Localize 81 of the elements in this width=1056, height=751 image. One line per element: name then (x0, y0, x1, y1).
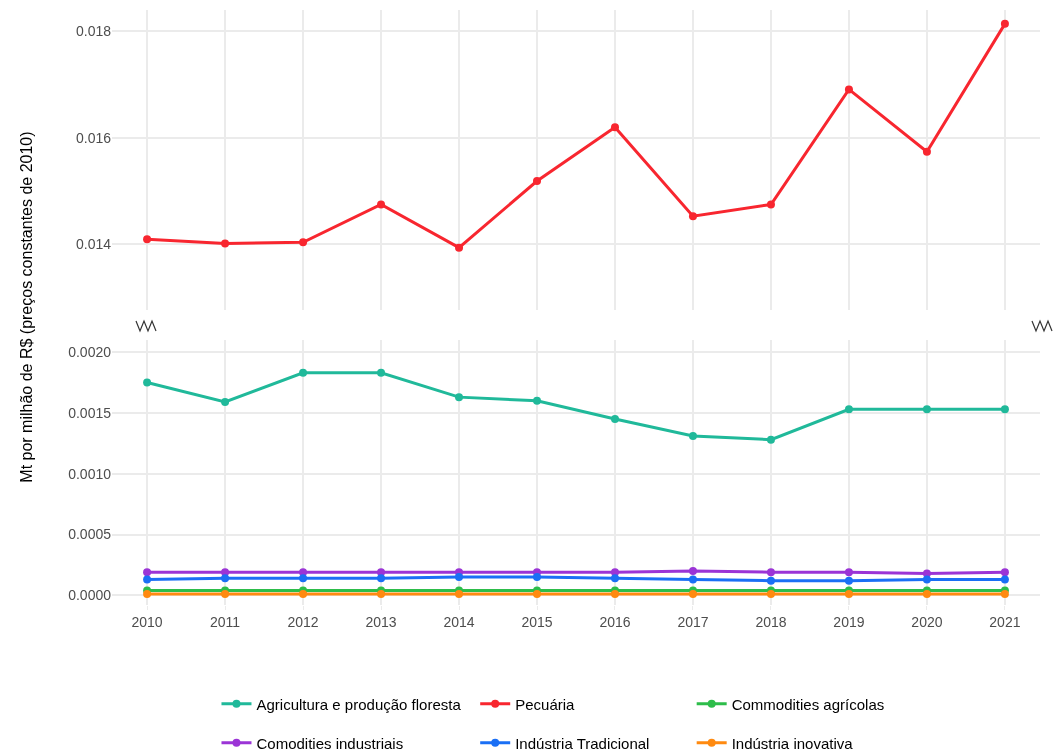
point (844, 405, 853, 414)
point (922, 569, 931, 578)
point (377, 368, 386, 377)
y-tick-label: 0.0005 (68, 526, 112, 543)
point (221, 239, 230, 248)
legend-label: Pecuária (515, 695, 576, 713)
x-tick-label: 2010 (131, 613, 163, 630)
x-tick-label: 2016 (599, 613, 631, 630)
x-tick-label: 2017 (677, 613, 709, 630)
point (1000, 568, 1009, 577)
point (766, 200, 775, 209)
point (844, 568, 853, 577)
y-tick-label: 0.0020 (68, 344, 112, 361)
x-tick-label: 2013 (365, 613, 397, 630)
point (766, 568, 775, 577)
x-tick-label: 2019 (833, 613, 865, 630)
point (844, 590, 853, 599)
point (766, 576, 775, 585)
point (1000, 575, 1009, 584)
x-tick-label: 2015 (521, 613, 553, 630)
y-tick-label: 0.0015 (68, 404, 112, 421)
point (143, 378, 152, 387)
x-tick-label: 2012 (287, 613, 319, 630)
point (688, 212, 697, 221)
point (143, 575, 152, 584)
x-tick-label: 2011 (210, 613, 241, 630)
y-tick-label: 0.0000 (68, 587, 112, 604)
point (143, 568, 152, 577)
point (533, 396, 542, 405)
legend-label: Commodities agrícolas (731, 695, 885, 713)
point (688, 432, 697, 441)
point (1000, 590, 1009, 599)
point (1000, 19, 1009, 28)
point (299, 590, 308, 599)
legend-label: Indústria Tradicional (515, 734, 650, 751)
point (766, 590, 775, 599)
point (299, 574, 308, 583)
point (844, 85, 853, 94)
x-tick-label: 2020 (911, 613, 943, 630)
x-tick-label: 2021 (989, 613, 1021, 630)
point (455, 590, 464, 599)
point (299, 238, 308, 247)
x-tick-label: 2018 (755, 613, 787, 630)
point (610, 574, 619, 583)
y-tick-label: 0.018 (75, 23, 112, 40)
point (455, 573, 464, 582)
point (610, 590, 619, 599)
point (533, 177, 542, 186)
point (922, 575, 931, 584)
legend-label: Indústria inovativa (731, 734, 854, 751)
point (688, 566, 697, 575)
legend-label: Comodities industriais (256, 734, 404, 751)
point (377, 200, 386, 209)
point (1000, 405, 1009, 414)
point (533, 590, 542, 599)
point (455, 393, 464, 402)
point (299, 368, 308, 377)
point (610, 123, 619, 132)
point (143, 590, 152, 599)
y-tick-label: 0.014 (75, 236, 112, 253)
x-tick-label: 2014 (443, 613, 475, 630)
point (688, 590, 697, 599)
point (221, 398, 230, 406)
point (922, 405, 931, 414)
point (221, 574, 230, 583)
point (922, 147, 931, 156)
point (766, 435, 775, 444)
y-axis-title: Mt por milhão de R$ (preços constantes de 2010) (17, 131, 35, 483)
legend-label: Agricultura e produção floresta (256, 695, 462, 713)
point (533, 573, 542, 582)
point (455, 243, 464, 252)
point (610, 415, 619, 424)
point (922, 590, 931, 599)
y-tick-label: 0.016 (75, 129, 112, 146)
point (143, 235, 152, 244)
point (377, 590, 386, 599)
point (377, 574, 386, 583)
point (688, 575, 697, 584)
point (844, 576, 853, 585)
y-tick-label: 0.0010 (68, 465, 112, 482)
point (221, 590, 230, 599)
